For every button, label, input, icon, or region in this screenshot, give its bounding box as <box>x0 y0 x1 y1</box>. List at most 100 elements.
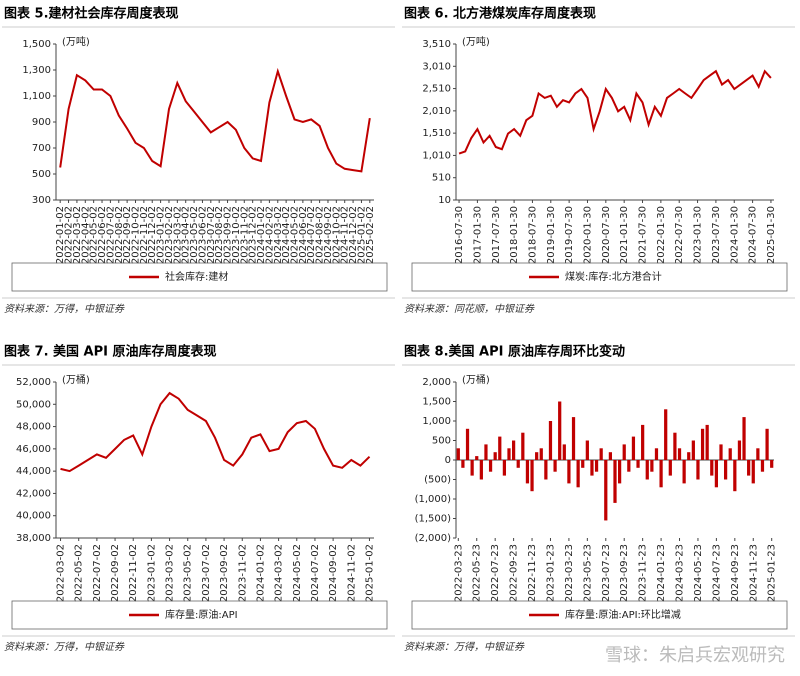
bar <box>664 409 668 460</box>
x-tick-label: 2023-11-02 <box>239 206 250 264</box>
bar <box>470 460 474 476</box>
y-tick-label: 0 <box>445 455 451 466</box>
source: 资料来源：万得，中银证券 <box>404 641 525 653</box>
x-tick-label: 2025-01-02 <box>356 206 367 264</box>
y-tick-label: 42,000 <box>16 488 51 499</box>
bar <box>576 460 580 488</box>
x-tick-label: 2023-04-02 <box>181 206 192 264</box>
bar <box>636 460 640 468</box>
x-tick-label: 2024-07-02 <box>306 206 317 264</box>
x-tick-label: 2022-03-02 <box>56 544 67 602</box>
x-tick-label: 2022-09-02 <box>110 544 121 602</box>
bar <box>604 460 608 521</box>
y-tick-label: (2,000) <box>415 533 452 544</box>
bar <box>475 456 479 460</box>
x-tick-label: 2023-09-02 <box>223 206 234 264</box>
y-tick-label: 48,000 <box>16 422 51 433</box>
x-tick-label: 2024-09-02 <box>323 206 334 264</box>
y-tick-label: 500 <box>432 436 451 447</box>
bar <box>723 460 728 480</box>
y-tick-label: 1,100 <box>22 91 51 102</box>
x-tick-label: 2022-11-23 <box>527 544 538 602</box>
bar <box>756 448 760 460</box>
bar <box>770 460 774 468</box>
x-tick-label: 2023-11-02 <box>237 544 248 602</box>
bar <box>567 460 571 484</box>
bar <box>668 460 672 476</box>
bar <box>479 460 483 480</box>
legend-box <box>411 262 788 292</box>
x-tick-label: 2022-02-02 <box>64 206 75 264</box>
y-tick-label: 900 <box>32 117 51 128</box>
y-tick-label: (1,500) <box>415 514 452 525</box>
bar <box>562 444 566 460</box>
x-tick-label: 2024-08-02 <box>315 206 326 264</box>
x-tick-label: 2024-07-23 <box>711 544 722 602</box>
bar <box>502 460 507 476</box>
x-tick-label: 2021-07-30 <box>638 206 649 264</box>
line <box>60 391 371 473</box>
x-tick-label: 2024-07-02 <box>310 544 321 602</box>
x-tick-label: 2024-01-23 <box>656 544 667 602</box>
bar <box>682 460 686 484</box>
x-tick-label: 2024-04-02 <box>281 206 292 264</box>
x-tick-label: 2023-11-23 <box>638 544 649 602</box>
bar <box>673 432 677 460</box>
y-tick-label: 3,010 <box>422 61 451 72</box>
bar <box>571 417 576 460</box>
x-tick-label: 2023-09-23 <box>619 544 630 602</box>
x-tick-label: 2024-11-02 <box>346 544 357 602</box>
bar <box>599 448 603 460</box>
x-tick-label: 2024-11-02 <box>340 206 351 264</box>
y-tick-label: 2,010 <box>422 106 451 117</box>
bar <box>641 424 645 460</box>
y-tick-label: 1,510 <box>422 128 451 139</box>
bar <box>705 424 709 460</box>
y-tick-label: 50,000 <box>16 399 51 410</box>
x-tick-label: 2017-07-30 <box>491 206 502 264</box>
x-tick-label: 2022-10-02 <box>131 206 142 264</box>
y-tick-label: 44,000 <box>16 466 51 477</box>
y-tick-label: 2,510 <box>422 84 451 95</box>
bar <box>535 452 539 460</box>
y-tick-label: 1,000 <box>422 416 451 427</box>
bar <box>742 417 746 460</box>
y-tick-label: 2,000 <box>422 377 451 388</box>
bar <box>488 460 493 472</box>
x-tick-label: 2023-01-30 <box>693 206 704 264</box>
x-tick-label: 2022-06-02 <box>97 206 108 264</box>
x-tick-label: 2023-07-30 <box>711 206 722 264</box>
bar <box>631 436 636 460</box>
bar <box>493 452 497 460</box>
chart-title: 图表 8.美国 API 原油库存周环比变动 <box>404 344 625 360</box>
x-tick-label: 2023-02-02 <box>164 206 175 264</box>
legend-label: 煤炭:库存:北方港合计 <box>565 270 662 283</box>
bar <box>498 436 502 460</box>
y-tick-label: 1,500 <box>422 397 451 408</box>
x-tick-label: 2024-03-02 <box>273 206 284 264</box>
x-tick-label: 2019-01-30 <box>546 206 557 264</box>
x-tick-label: 2022-07-23 <box>490 544 501 602</box>
bar <box>751 460 755 484</box>
x-tick-label: 2025-02-02 <box>365 206 376 264</box>
bar <box>581 460 585 468</box>
bar <box>553 460 557 472</box>
bar <box>710 460 714 476</box>
x-tick-label: 2024-01-02 <box>256 206 267 264</box>
y-tick-label: 1,300 <box>22 65 51 76</box>
bar <box>733 460 737 492</box>
y-tick-label: 510 <box>432 173 451 184</box>
x-tick-label: 2024-02-02 <box>264 206 275 264</box>
x-tick-label: 2023-03-23 <box>564 544 575 602</box>
bar <box>507 448 511 460</box>
y-tick-label: 300 <box>32 195 51 206</box>
bar <box>613 460 617 503</box>
bar <box>691 440 695 460</box>
x-tick-label: 2016-07-30 <box>454 206 465 264</box>
x-tick-label: 2022-05-02 <box>74 544 85 602</box>
x-tick-label: 2025-01-30 <box>766 206 777 264</box>
y-tick-label: (1,000) <box>415 494 452 505</box>
x-tick-label: 2019-07-30 <box>564 206 575 264</box>
bar <box>645 460 649 480</box>
